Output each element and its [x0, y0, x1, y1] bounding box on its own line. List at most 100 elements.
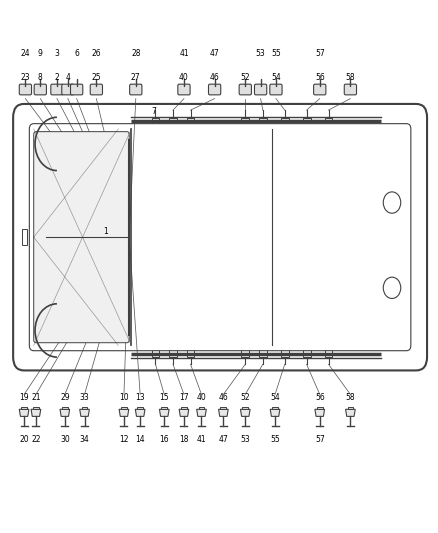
Text: 17: 17 [179, 393, 189, 401]
Bar [241, 350, 249, 357]
Bar [241, 118, 249, 124]
FancyBboxPatch shape [178, 84, 190, 95]
Text: 47: 47 [210, 49, 219, 58]
Bar [137, 407, 143, 409]
Bar [303, 350, 311, 357]
Polygon shape [315, 409, 325, 416]
Bar [152, 350, 159, 357]
Bar [135, 147, 141, 154]
Bar [141, 227, 147, 234]
Bar [169, 350, 177, 357]
FancyBboxPatch shape [62, 84, 74, 95]
Text: 41: 41 [179, 49, 189, 58]
FancyBboxPatch shape [208, 84, 221, 95]
Text: 19: 19 [19, 393, 29, 401]
FancyBboxPatch shape [344, 84, 357, 95]
Polygon shape [31, 409, 41, 416]
Bar [272, 407, 278, 409]
Polygon shape [119, 409, 129, 416]
Text: 18: 18 [179, 435, 189, 444]
Text: 4: 4 [65, 73, 71, 82]
Text: 15: 15 [159, 393, 169, 401]
Bar [128, 163, 134, 170]
FancyBboxPatch shape [34, 132, 129, 343]
Bar [134, 183, 140, 190]
Polygon shape [219, 409, 228, 416]
Ellipse shape [383, 277, 401, 298]
Text: 20: 20 [19, 435, 29, 444]
Bar [134, 273, 140, 281]
Text: 58: 58 [346, 393, 355, 401]
Text: 30: 30 [60, 435, 70, 444]
Polygon shape [60, 409, 70, 416]
Bar [220, 407, 226, 409]
Bar [62, 407, 68, 409]
Bar [81, 407, 88, 409]
Polygon shape [19, 409, 29, 416]
Text: 40: 40 [179, 73, 189, 82]
Polygon shape [346, 409, 355, 416]
Bar [128, 147, 134, 154]
Text: 14: 14 [135, 435, 145, 444]
Polygon shape [240, 409, 250, 416]
Bar [141, 204, 147, 212]
Text: 52: 52 [240, 73, 250, 82]
Text: 24: 24 [21, 49, 30, 58]
Text: 58: 58 [346, 73, 355, 82]
FancyBboxPatch shape [71, 84, 83, 95]
Polygon shape [179, 409, 189, 416]
Polygon shape [80, 409, 89, 416]
Bar [347, 407, 353, 409]
Bar [141, 273, 147, 281]
Bar [317, 407, 323, 409]
Text: 9: 9 [38, 49, 43, 58]
Text: 3: 3 [54, 49, 60, 58]
Text: 6: 6 [74, 49, 79, 58]
Text: 16: 16 [159, 435, 169, 444]
FancyBboxPatch shape [34, 84, 46, 95]
Text: 12: 12 [119, 435, 129, 444]
Text: 7: 7 [151, 108, 156, 116]
Bar [141, 249, 147, 257]
Bar [259, 350, 267, 357]
FancyBboxPatch shape [29, 124, 411, 351]
Text: 21: 21 [31, 393, 41, 401]
FancyBboxPatch shape [13, 104, 427, 370]
Bar [187, 118, 194, 124]
Text: 40: 40 [197, 393, 206, 401]
Bar [281, 350, 289, 357]
Text: 54: 54 [270, 393, 280, 401]
Text: 33: 33 [80, 393, 89, 401]
Text: 53: 53 [256, 49, 265, 58]
FancyBboxPatch shape [19, 84, 32, 95]
Text: 8: 8 [38, 73, 42, 82]
Bar [134, 204, 140, 212]
Bar [134, 249, 140, 257]
Text: 56: 56 [315, 393, 325, 401]
Text: 10: 10 [119, 393, 129, 401]
Bar [325, 118, 332, 124]
Bar [161, 407, 167, 409]
Bar [181, 407, 187, 409]
Ellipse shape [383, 192, 401, 213]
Text: 13: 13 [135, 393, 145, 401]
Bar [169, 118, 177, 124]
Text: 55: 55 [271, 49, 281, 58]
Polygon shape [159, 409, 169, 416]
FancyBboxPatch shape [239, 84, 251, 95]
FancyBboxPatch shape [270, 84, 282, 95]
Bar [121, 407, 127, 409]
Bar [187, 350, 194, 357]
FancyBboxPatch shape [254, 84, 267, 95]
Polygon shape [197, 409, 206, 416]
Text: 47: 47 [219, 435, 228, 444]
Text: 56: 56 [315, 73, 325, 82]
Text: 57: 57 [315, 435, 325, 444]
Bar [33, 407, 39, 409]
Text: 46: 46 [219, 393, 228, 401]
Text: 41: 41 [197, 435, 206, 444]
Bar [259, 118, 267, 124]
Bar [134, 227, 140, 234]
Text: 23: 23 [21, 73, 30, 82]
Bar [22, 229, 27, 245]
